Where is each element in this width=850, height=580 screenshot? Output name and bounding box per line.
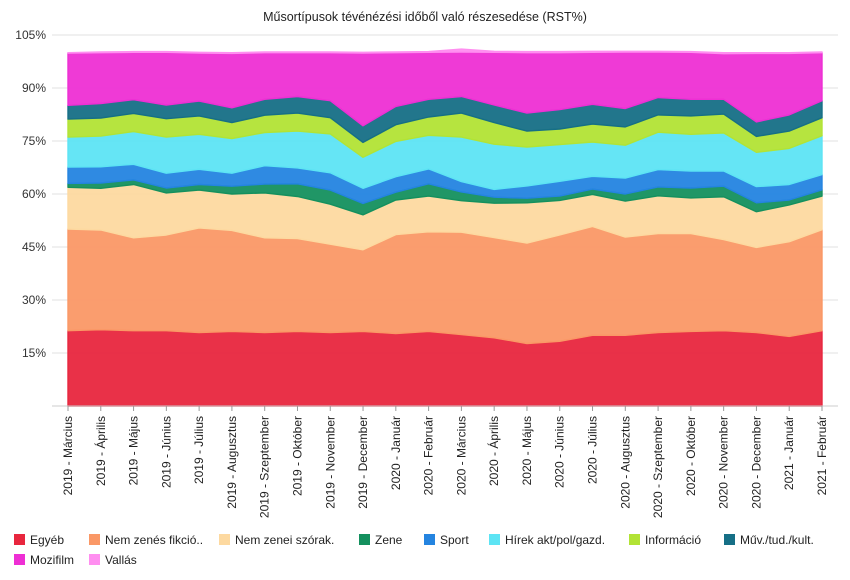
x-tick-label: 2019 - Szeptember — [258, 416, 272, 518]
legend-swatch — [359, 534, 370, 545]
y-tick-label: 75% — [22, 134, 46, 148]
legend-swatch — [629, 534, 640, 545]
y-tick-label: 105% — [15, 28, 46, 42]
legend-label: Mozifilm — [30, 553, 74, 567]
legend-label: Információ — [645, 533, 702, 547]
legend-item[interactable]: Zene — [359, 533, 402, 547]
legend-label: Műv./tud./kult. — [740, 533, 814, 547]
legend-label: Sport — [440, 533, 469, 547]
legend-swatch — [424, 534, 435, 545]
legend-label: Zene — [375, 533, 403, 547]
legend-item[interactable]: Sport — [424, 533, 469, 547]
x-tick-label: 2020 - Március — [454, 416, 468, 495]
y-tick-label: 15% — [22, 346, 46, 360]
legend-swatch — [14, 534, 25, 545]
y-tick-label: 90% — [22, 81, 46, 95]
legend-swatch — [219, 534, 230, 545]
axes: 105% 90% 75% 60% 45% 30% 15% 2019 - Március 2019… — [15, 28, 838, 518]
legend-item[interactable]: Hírek akt/pol/gazd. — [489, 533, 605, 547]
x-tick-label: 2020 - Október — [684, 416, 698, 496]
area-series-9[interactable] — [67, 48, 823, 55]
x-tick-label: 2019 - Július — [192, 416, 206, 484]
legend-label: Hírek akt/pol/gazd. — [505, 533, 606, 547]
x-tick-label: 2021 - Január — [782, 416, 796, 490]
x-tick-label: 2020 - Május — [520, 416, 534, 485]
x-tick-label: 2020 - Április — [486, 416, 501, 486]
legend-item[interactable]: Nem zenés fikció.. — [89, 533, 203, 547]
x-tick-label: 2020 - November — [717, 416, 731, 509]
x-tick-label: 2019 - Március — [61, 416, 75, 495]
y-tick-label: 60% — [22, 187, 46, 201]
x-tick-label: 2019 - Június — [159, 416, 173, 488]
x-tick-label: 2021 - Február — [815, 416, 829, 495]
y-tick-label: 45% — [22, 240, 46, 254]
legend-swatch — [14, 554, 25, 565]
legend-label: Nem zenés fikció.. — [105, 533, 204, 547]
x-tick-label: 2020 - Január — [389, 416, 403, 490]
x-tick-label: 2020 - Június — [553, 416, 567, 488]
legend-swatch — [489, 534, 500, 545]
x-tick-label: 2020 - Szeptember — [651, 416, 665, 518]
y-tick-label: 30% — [22, 293, 46, 307]
x-tick-label: 2019 - Május — [127, 416, 141, 485]
x-tick-label: 2020 - December — [749, 416, 763, 509]
x-tick-label: 2020 - Február — [422, 416, 436, 495]
x-tick-label: 2019 - Augusztus — [225, 416, 239, 509]
legend-item[interactable]: Nem zenei szórak. — [219, 533, 334, 547]
x-tick-label: 2019 - November — [323, 416, 337, 509]
x-tick-label: 2019 - Április — [93, 416, 108, 486]
legend-swatch — [89, 554, 100, 565]
area-series — [67, 48, 823, 407]
area-series-1[interactable] — [67, 225, 823, 345]
legend-swatch — [89, 534, 100, 545]
legend-item[interactable]: Mozifilm — [14, 553, 74, 567]
legend-item[interactable]: Műv./tud./kult. — [724, 533, 814, 547]
area-series-0[interactable] — [67, 329, 823, 407]
x-tick-label: 2020 - Augusztus — [618, 416, 632, 509]
legend-label: Egyéb — [30, 533, 65, 547]
legend-item[interactable]: Információ — [629, 533, 701, 547]
legend-item[interactable]: Egyéb — [14, 533, 64, 547]
chart-title: Műsortípusok tévénézési időből való rész… — [263, 10, 587, 24]
x-tick-label: 2019 - December — [356, 416, 370, 509]
legend-label: Nem zenei szórak. — [235, 533, 335, 547]
legend-swatch — [724, 534, 735, 545]
legend-item[interactable]: Vallás — [89, 553, 137, 567]
x-tick-label: 2020 - Július — [586, 416, 600, 484]
legend-label: Vallás — [105, 553, 137, 567]
x-tick-label: 2019 - Október — [290, 416, 304, 496]
